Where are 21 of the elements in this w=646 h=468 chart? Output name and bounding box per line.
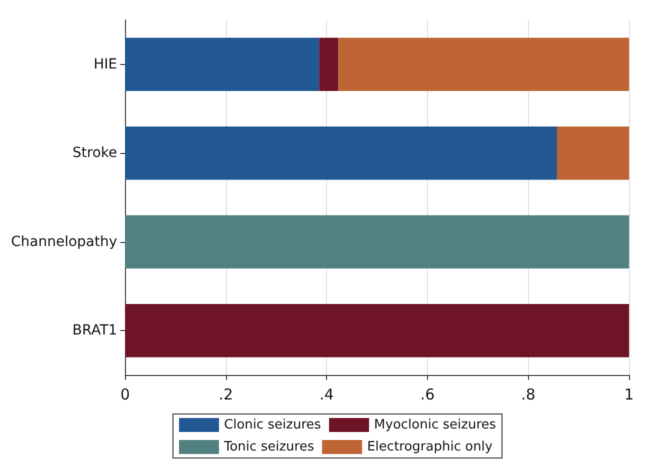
y-tick-label: BRAT1	[72, 322, 118, 339]
x-tick-label: .4	[320, 386, 334, 404]
x-tick-label: 0	[120, 386, 130, 404]
x-tick-label: .6	[420, 386, 435, 404]
x-tick-label: .8	[521, 386, 536, 404]
legend-label: Myoclonic seizures	[374, 418, 496, 432]
bar	[125, 126, 557, 180]
x-tick-label: 1	[624, 386, 634, 404]
bar	[319, 38, 338, 91]
legend-label: Electrographic only	[367, 440, 493, 454]
bar	[125, 304, 629, 358]
bar	[338, 38, 629, 91]
y-tick-label: HIE	[94, 56, 118, 72]
y-tick-label: Stroke	[72, 145, 118, 162]
bar	[125, 38, 320, 91]
legend-label: Clonic seizures	[224, 418, 322, 432]
x-tick-label: .2	[218, 386, 234, 404]
legend-label: Tonic seizures	[223, 440, 314, 454]
y-tick-label: Channelopathy	[11, 234, 118, 250]
bar	[125, 215, 629, 268]
bar	[556, 126, 629, 180]
